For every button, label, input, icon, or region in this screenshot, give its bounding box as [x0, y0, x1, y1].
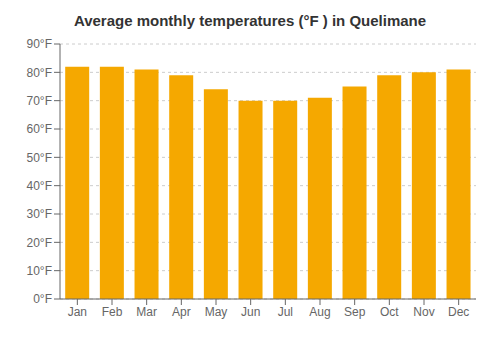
svg-text:0°F: 0°F — [33, 292, 52, 306]
svg-text:Jun: Jun — [241, 305, 260, 319]
svg-text:Sep: Sep — [344, 305, 366, 319]
svg-text:Oct: Oct — [380, 305, 399, 319]
svg-text:Jul: Jul — [278, 305, 293, 319]
svg-text:10°F: 10°F — [27, 264, 52, 278]
svg-text:Nov: Nov — [413, 305, 434, 319]
svg-text:Feb: Feb — [102, 305, 123, 319]
svg-text:Dec: Dec — [448, 305, 469, 319]
svg-text:40°F: 40°F — [27, 179, 52, 193]
svg-text:Apr: Apr — [172, 305, 191, 319]
svg-text:Jan: Jan — [68, 305, 87, 319]
svg-text:50°F: 50°F — [27, 151, 52, 165]
svg-text:90°F: 90°F — [27, 37, 52, 51]
svg-text:Aug: Aug — [309, 305, 330, 319]
svg-text:30°F: 30°F — [27, 207, 52, 221]
svg-text:Mar: Mar — [136, 305, 157, 319]
svg-text:70°F: 70°F — [27, 94, 52, 108]
svg-text:60°F: 60°F — [27, 122, 52, 136]
html-text:Average monthly temperatures (: Average monthly temperatures (°F ) in Qu… — [73, 12, 427, 29]
svg-text:20°F: 20°F — [27, 236, 52, 250]
svg-text:80°F: 80°F — [27, 66, 52, 80]
svg-text:May: May — [205, 305, 228, 319]
